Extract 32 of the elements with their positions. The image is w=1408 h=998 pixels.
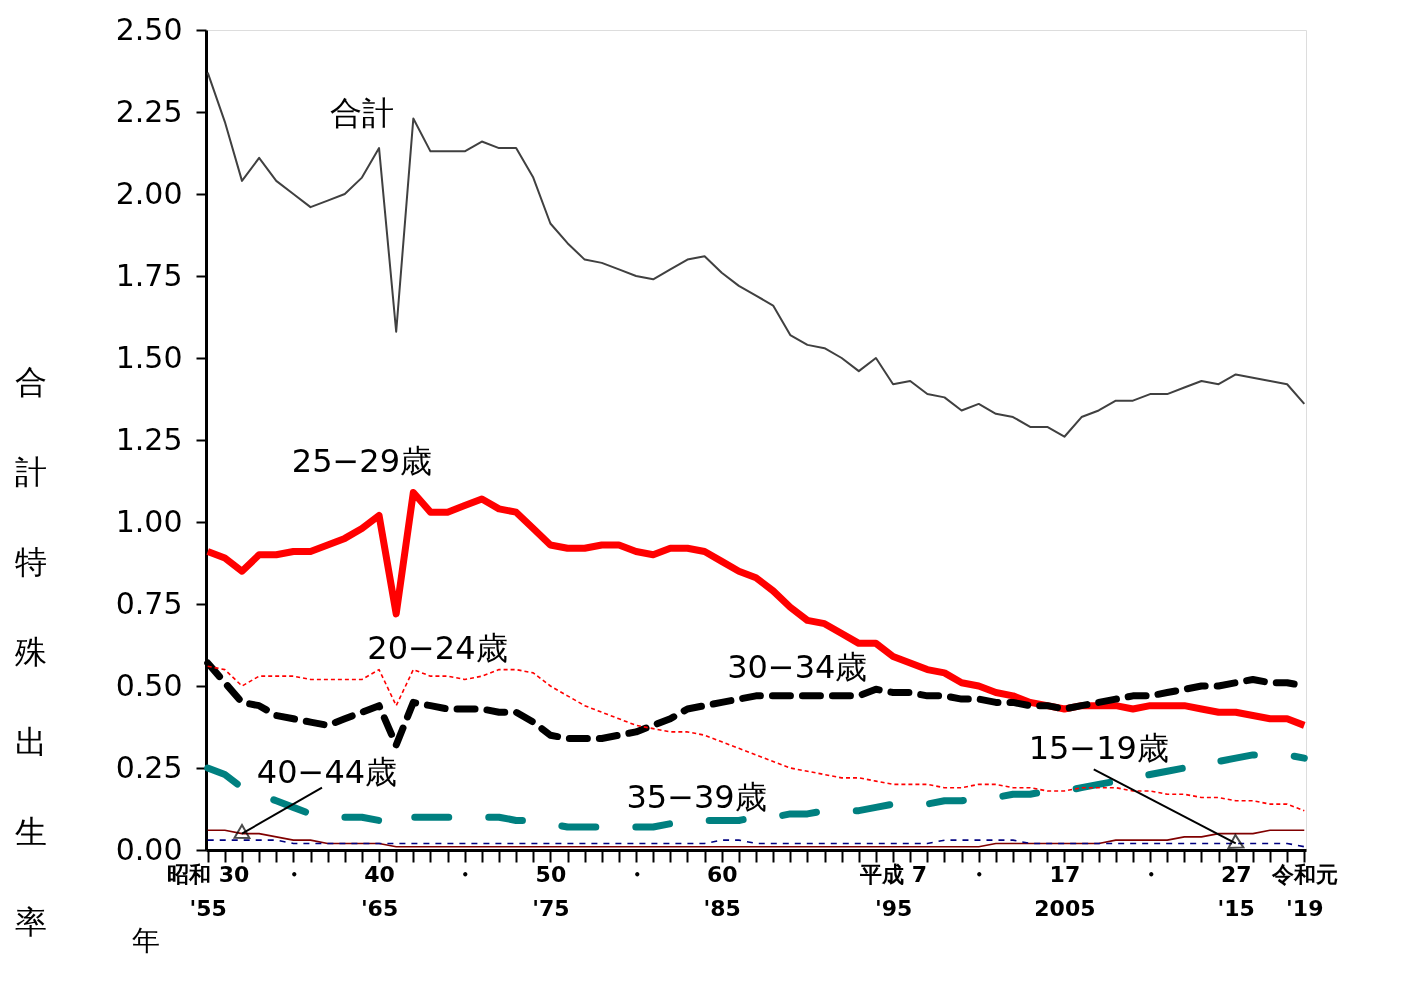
x-tick-label: 60 '85 <box>703 861 741 921</box>
series-label: 20−24歳 <box>367 629 508 668</box>
text: 15−19歳 <box>1028 729 1169 768</box>
y-tick-label: 1.75 <box>115 257 183 293</box>
y-tick-label: 0.50 <box>115 667 183 703</box>
text: 合計特殊出生率 <box>15 362 47 941</box>
x-tick-label: 17 2005 <box>1034 861 1096 921</box>
x-tick-label: ・ <box>282 861 305 887</box>
y-tick-label: 1.25 <box>115 421 183 457</box>
x-tick-label: 40 '65 <box>360 861 399 921</box>
series-label: 合計 <box>329 93 394 132</box>
x-tick-label: ・ <box>1139 861 1162 887</box>
x-tick-label: ・ <box>454 861 477 887</box>
x-tick-label: 平成 7 '95 <box>859 861 928 921</box>
y-tick-label: 1.00 <box>115 503 183 539</box>
series-label: 25−29歳 <box>291 441 433 480</box>
series-label: 40−44歳 <box>256 752 398 791</box>
y-tick-label: 2.25 <box>115 93 183 129</box>
series-label: 30−34歳 <box>727 647 868 686</box>
y-tick-label: 1.50 <box>115 339 183 375</box>
x-tick-label: ・ <box>625 861 648 887</box>
y-tick-label: 0.25 <box>115 749 183 785</box>
y-tick-label: 0.75 <box>115 585 183 621</box>
series-label: 35−39歳 <box>626 778 767 817</box>
line-series <box>206 71 1306 438</box>
y-tick-label: 2.50 <box>115 11 183 47</box>
x-tick-label: 27 '15 <box>1217 861 1255 921</box>
x-axis-title: 年 <box>132 924 160 957</box>
x-tick-label: 令和元 '19 <box>1270 861 1338 921</box>
y-tick-label: 2.00 <box>115 175 183 211</box>
x-tick-label: ・ <box>968 861 991 887</box>
x-tick-label: 50 '75 <box>532 861 570 921</box>
